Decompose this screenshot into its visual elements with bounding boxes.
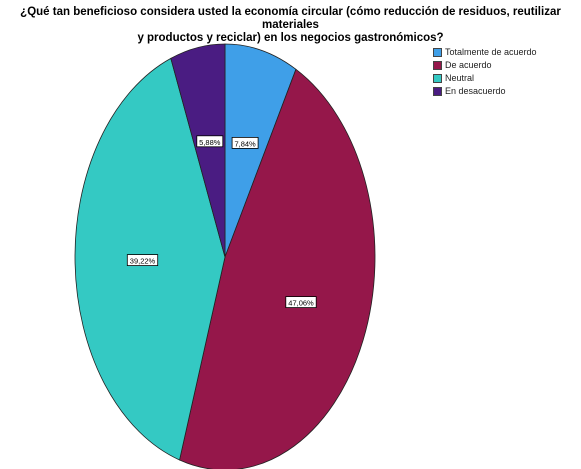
slice-label-group: 7,84% (231, 136, 259, 149)
chart-title: ¿Qué tan beneficioso considera usted la … (0, 6, 581, 45)
legend-swatch (433, 61, 442, 70)
legend-label: De acuerdo (445, 60, 492, 70)
legend-item: En desacuerdo (433, 85, 537, 98)
legend-item: Totalmente de acuerdo (433, 46, 537, 59)
pie-slice (224, 43, 297, 258)
legend-label: Neutral (445, 73, 475, 83)
legend-swatch (433, 48, 442, 57)
slice-label-box (285, 296, 317, 309)
chart-title-line-2: y productos y reciclar) en los negocios … (137, 32, 444, 44)
legend-label: Totalmente de acuerdo (445, 47, 537, 57)
chart-title-line-1: ¿Qué tan beneficioso considera usted la … (20, 6, 561, 31)
legend-swatch (433, 74, 442, 83)
slice-label: 39,22% (130, 257, 156, 266)
chart-legend: Totalmente de acuerdo De acuerdo Neutral… (433, 46, 537, 98)
legend-item: De acuerdo (433, 59, 537, 72)
legend-item: Neutral (433, 72, 537, 85)
slice-label: 5,88% (199, 138, 221, 147)
slice-label-group: 47,06% (285, 296, 317, 309)
legend-swatch (433, 87, 442, 96)
legend-label: En desacuerdo (445, 86, 506, 96)
slice-label-box (231, 136, 259, 149)
slice-label-box (196, 135, 224, 148)
slice-label-box (126, 254, 159, 267)
slice-label: 7,84% (234, 139, 256, 148)
slice-label: 47,06% (288, 299, 314, 308)
slice-label-group: 5,88% (196, 135, 224, 148)
slice-label-group: 39,22% (126, 254, 159, 267)
pie-slice (170, 43, 226, 258)
